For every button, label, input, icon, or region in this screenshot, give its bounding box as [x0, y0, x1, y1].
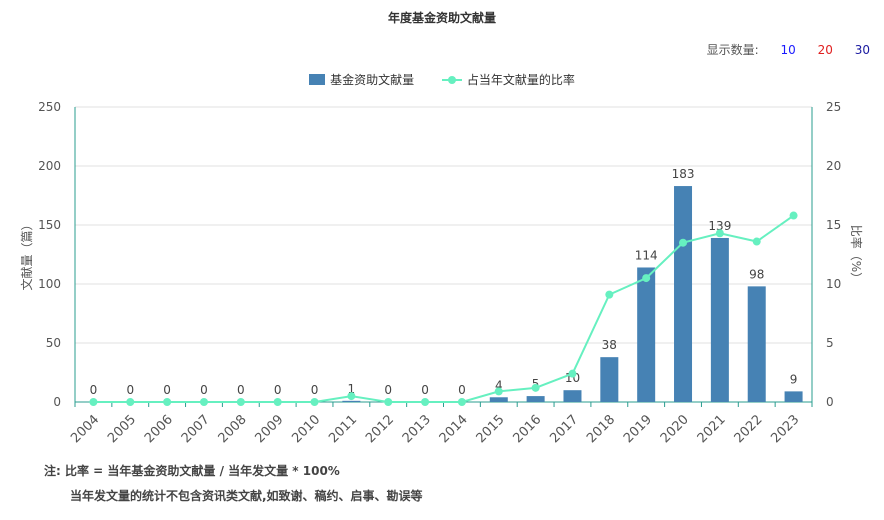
bar-value-label: 0 — [163, 383, 171, 397]
y-axis-title: 文献量（篇） — [19, 218, 34, 290]
bar — [526, 396, 545, 402]
x-tick-label: 2011 — [326, 412, 360, 446]
ratio-point — [310, 398, 319, 406]
x-tick-label: 2014 — [437, 412, 471, 446]
display-count-option-20[interactable]: 20 — [817, 43, 833, 57]
x-tick-label: 2008 — [216, 412, 250, 446]
bar — [784, 391, 803, 402]
bar-value-label: 38 — [602, 338, 617, 352]
ratio-point — [642, 274, 651, 283]
ratio-point — [421, 398, 430, 406]
bar-value-label: 0 — [311, 383, 319, 397]
ratio-point — [273, 398, 282, 406]
x-tick-label: 2013 — [400, 412, 434, 446]
bar-value-label: 4 — [495, 378, 503, 392]
x-tick-label: 2021 — [695, 412, 729, 446]
ratio-point — [457, 398, 466, 406]
chart-title: 年度基金资助文献量 — [387, 11, 496, 25]
bar-value-label: 114 — [635, 248, 658, 262]
ratio-line — [93, 214, 795, 403]
bar-value-label: 0 — [274, 383, 282, 397]
y2-tick-label: 25 — [826, 100, 841, 114]
bar-swatch-icon — [309, 74, 326, 85]
x-tick-label: 2009 — [252, 412, 286, 446]
x-tick-label: 2019 — [621, 412, 655, 446]
bar-value-label: 183 — [672, 167, 695, 181]
bar — [674, 186, 693, 402]
ratio-point — [605, 290, 614, 299]
x-tick-label: 2018 — [584, 412, 618, 446]
ratio-point — [789, 211, 798, 220]
x-tick-label: 2005 — [105, 412, 139, 446]
display-count-selector: 显示数量: 10 20 30 — [707, 41, 870, 58]
ratio-point — [752, 237, 761, 246]
legend-bar-label: 基金资助文献量 — [330, 73, 415, 87]
x-tick-label: 2007 — [179, 412, 213, 446]
y2-tick-label: 10 — [826, 277, 841, 291]
y2-tick-label: 15 — [826, 218, 841, 232]
bar — [747, 286, 766, 402]
bar-value-label: 0 — [126, 383, 134, 397]
bar — [489, 397, 508, 402]
bar — [600, 357, 619, 402]
bar-value-label: 0 — [90, 383, 98, 397]
bar-value-label: 139 — [708, 219, 731, 233]
ratio-point — [494, 387, 503, 396]
bar — [710, 237, 729, 402]
x-tick-label: 2023 — [768, 412, 802, 446]
bar-value-label: 0 — [200, 383, 208, 397]
ratio-point — [679, 238, 688, 247]
x-tick-label: 2004 — [68, 412, 102, 446]
y2-axis-title: 比率（%） — [849, 225, 864, 284]
bar-value-label: 0 — [421, 383, 429, 397]
ratio-point — [236, 398, 245, 406]
ratio-point — [384, 398, 393, 406]
y2-tick-label: 5 — [826, 336, 834, 350]
y2-tick-label: 20 — [826, 159, 841, 173]
ratio-point — [163, 398, 172, 406]
bar-value-label: 9 — [790, 372, 798, 386]
display-count-label: 显示数量: — [706, 43, 759, 57]
bar-value-label: 1 — [348, 382, 356, 396]
note-scope: 当年发文量的统计不包含资讯类文献,如致谢、稿约、启事、勘误等 — [70, 489, 423, 503]
legend-item-line[interactable]: 占当年文献量的比率 — [441, 71, 575, 88]
y-tick-label: 150 — [38, 218, 61, 232]
x-tick-label: 2006 — [142, 412, 176, 446]
ratio-point — [568, 369, 577, 378]
y-tick-label: 0 — [53, 395, 61, 409]
ratio-point — [89, 398, 98, 406]
bar-value-label: 98 — [749, 267, 764, 281]
legend-line-label: 占当年文献量的比率 — [466, 73, 575, 87]
x-tick-label: 2016 — [510, 412, 544, 446]
ratio-point — [347, 392, 356, 401]
bar-value-label: 0 — [384, 383, 392, 397]
x-tick-label: 2012 — [363, 412, 397, 446]
x-tick-label: 2022 — [732, 412, 766, 446]
y2-tick-label: 0 — [826, 395, 834, 409]
display-count-option-30[interactable]: 30 — [854, 43, 870, 57]
x-tick-label: 2017 — [547, 412, 581, 446]
bar — [342, 400, 361, 402]
ratio-point — [126, 398, 135, 406]
ratio-point — [715, 229, 724, 238]
y-tick-label: 50 — [46, 336, 61, 350]
y-tick-label: 200 — [38, 159, 61, 173]
ratio-point — [531, 383, 540, 392]
x-tick-label: 2015 — [474, 412, 508, 446]
bar — [563, 390, 582, 402]
y-tick-label: 100 — [38, 277, 61, 291]
note-formula: 注: 比率 = 当年基金资助文献量 / 当年发文量 * 100% — [44, 464, 340, 478]
display-count-option-10[interactable]: 10 — [780, 43, 796, 57]
bar-value-label: 0 — [458, 383, 466, 397]
line-swatch-icon — [441, 74, 462, 85]
chart-legend: 基金资助文献量 占当年文献量的比率 — [0, 71, 884, 88]
legend-item-bar[interactable]: 基金资助文献量 — [309, 71, 414, 88]
ratio-point — [199, 398, 208, 406]
y-tick-label: 250 — [38, 100, 61, 114]
bar — [637, 267, 656, 402]
x-tick-label: 2020 — [658, 412, 692, 446]
bar-value-label: 0 — [237, 383, 245, 397]
x-tick-label: 2010 — [289, 412, 323, 446]
